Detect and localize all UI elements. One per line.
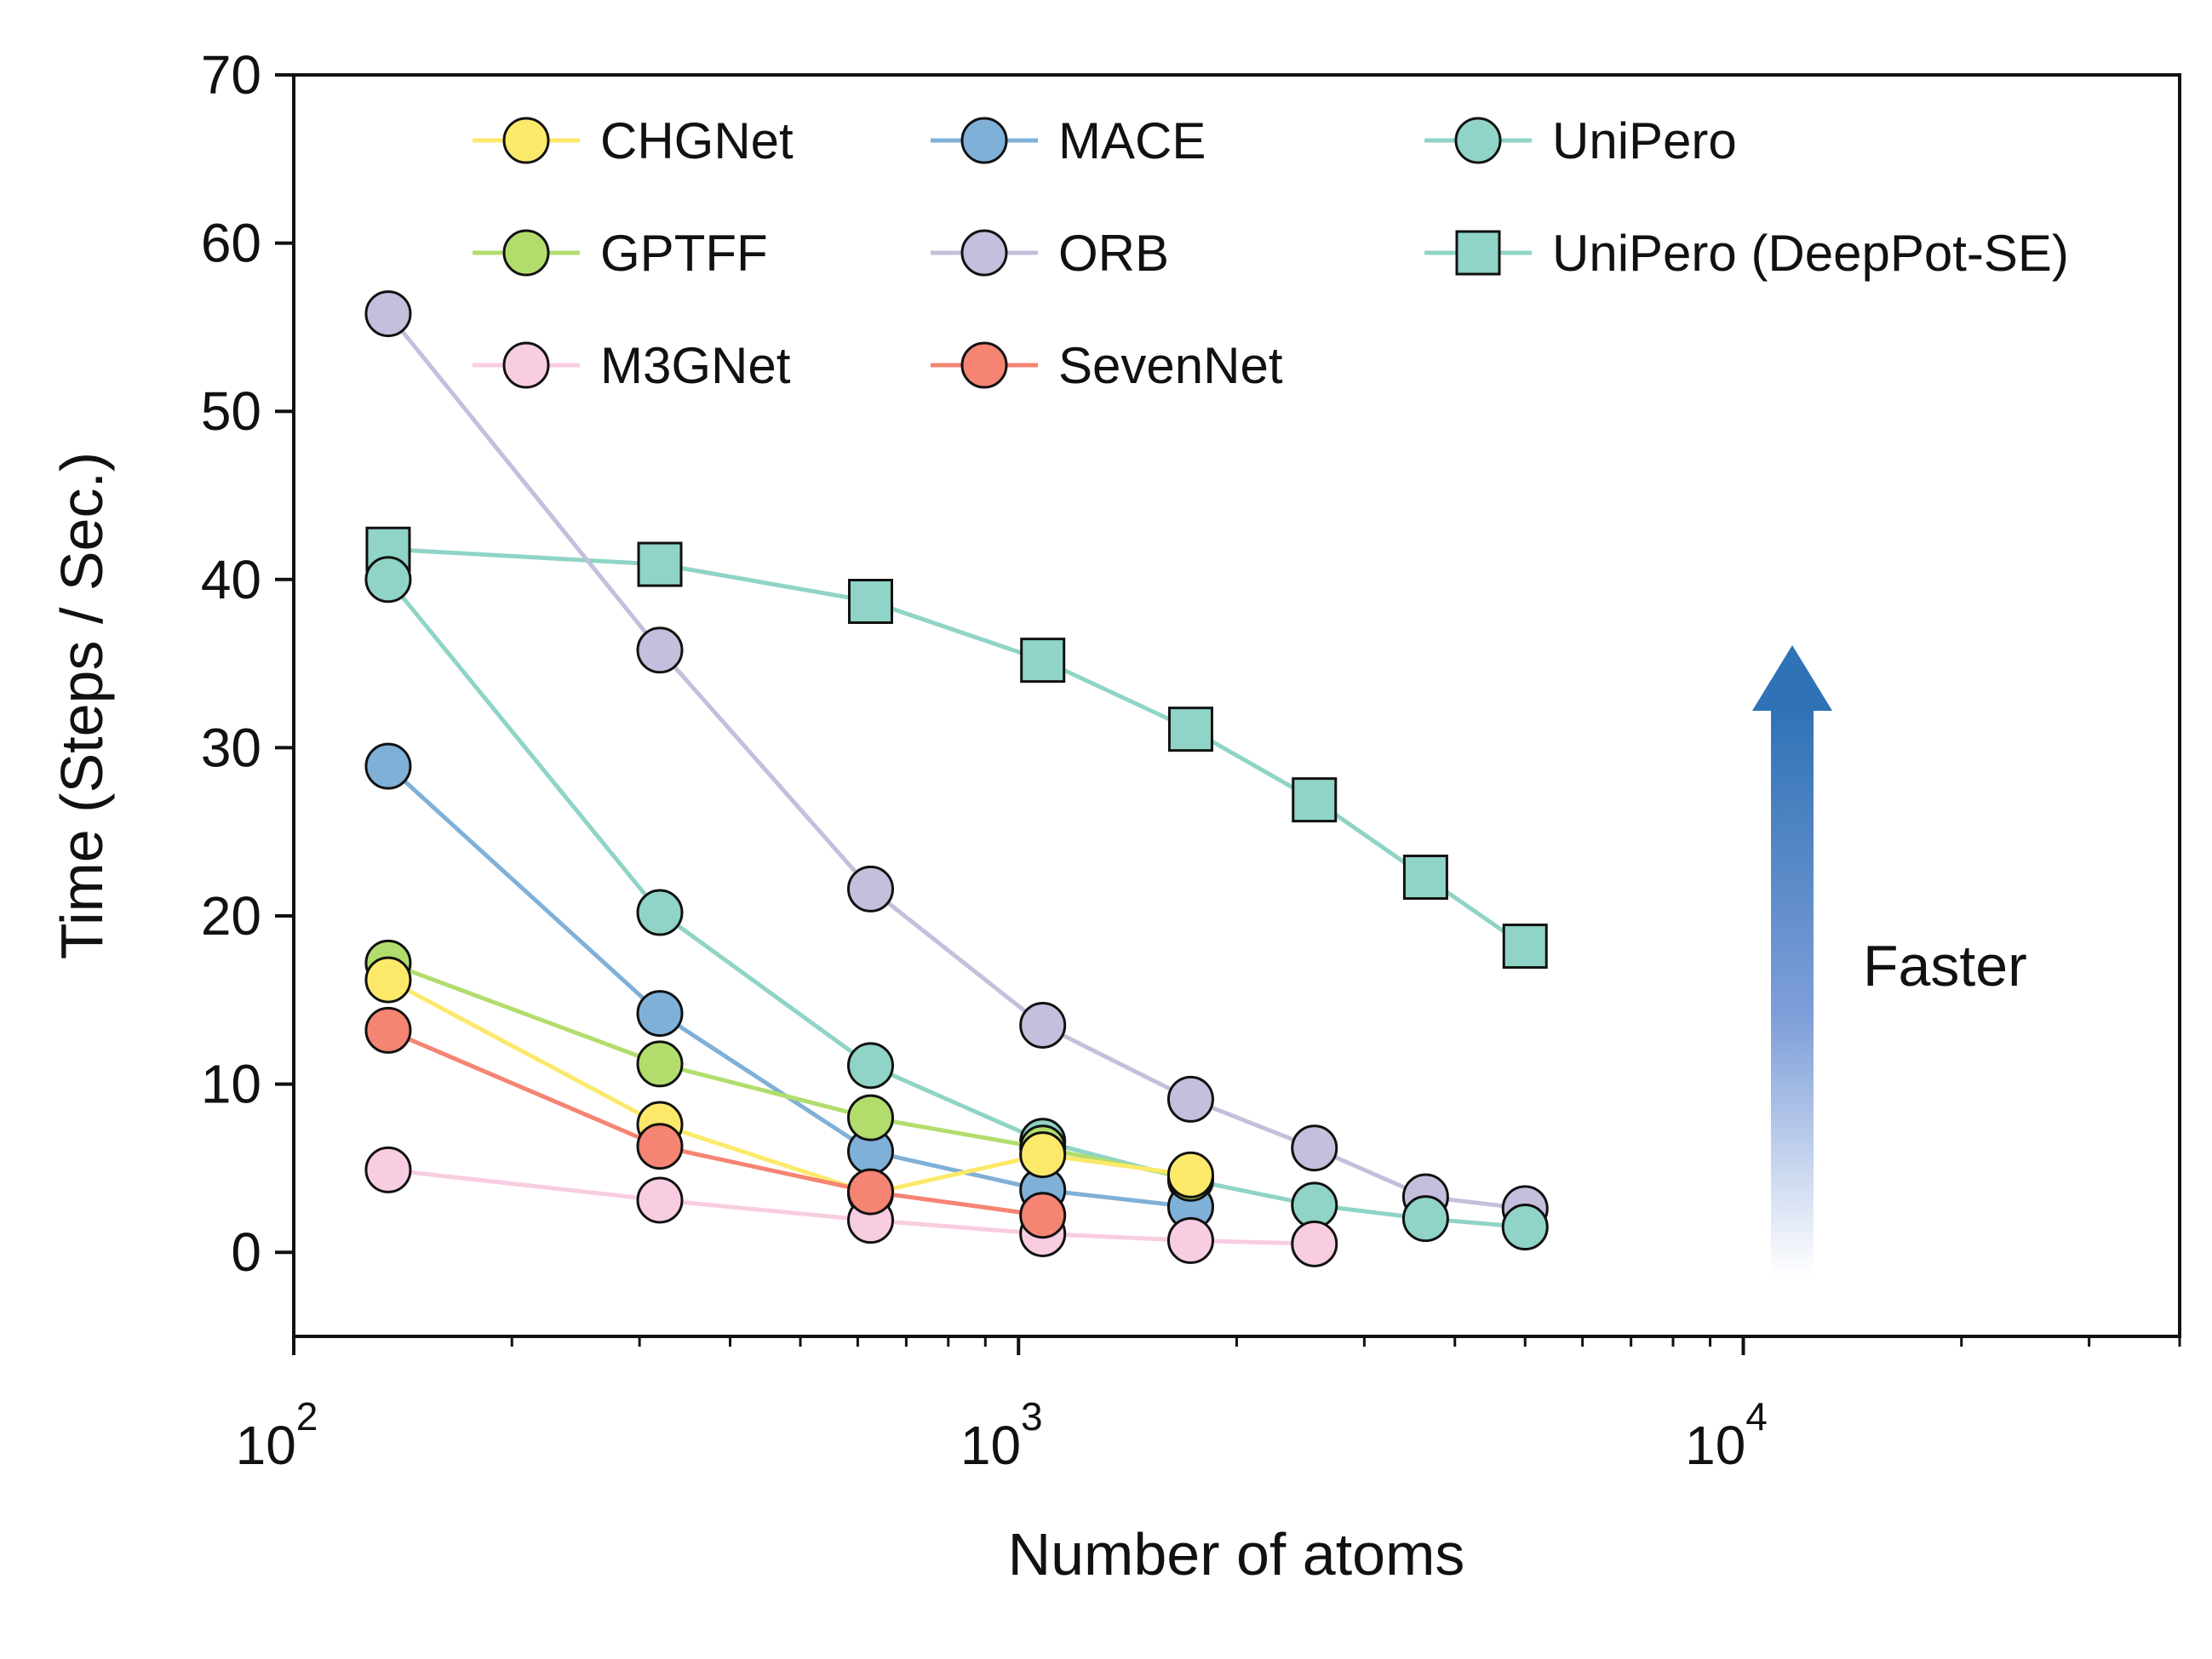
data-point-unipero xyxy=(846,1042,894,1090)
data-point-unipero xyxy=(364,556,412,604)
y-tick-label: 50 xyxy=(201,380,261,442)
legend-label: CHGNet xyxy=(600,112,794,169)
data-point-unipero xyxy=(1401,1195,1449,1243)
legend-item-unipero: UniPero xyxy=(1424,112,1737,169)
data-point-orb xyxy=(1019,1001,1067,1049)
series-line-gptff xyxy=(387,960,1191,1181)
legend-label: MACE xyxy=(1058,112,1206,169)
series-line-chgnet xyxy=(387,977,1191,1196)
series-line-orb xyxy=(387,312,1526,1211)
y-tick-label: 10 xyxy=(201,1054,261,1115)
series-unipero-deeppot-se xyxy=(365,526,1548,970)
y-tick-label: 0 xyxy=(231,1221,261,1283)
data-point-orb xyxy=(1166,1075,1214,1123)
series-line-unipero-deeppot-se xyxy=(387,546,1527,948)
legend-label: SevenNet xyxy=(1058,337,1283,394)
data-point-mace xyxy=(364,742,412,790)
data-point-orb xyxy=(846,865,894,912)
legend-label: ORB xyxy=(1058,225,1169,282)
legend-label: UniPero xyxy=(1552,112,1737,169)
data-point-gptff xyxy=(636,1040,684,1088)
y-tick-label: 20 xyxy=(201,885,261,947)
data-point-chgnet xyxy=(1019,1131,1067,1179)
legend-label: UniPero (DeepPot-SE) xyxy=(1552,225,2069,282)
data-point-chgnet xyxy=(364,956,412,1004)
legend-item-orb: ORB xyxy=(931,225,1169,282)
legend-item-unipero-deeppot-se: UniPero (DeepPot-SE) xyxy=(1424,225,2069,282)
data-point-unipero xyxy=(636,889,684,936)
data-point-m3gnet xyxy=(1166,1216,1214,1264)
legend-item-gptff: GPTFF xyxy=(473,225,768,282)
series-line-unipero xyxy=(387,578,1526,1230)
data-point-unipero xyxy=(1501,1204,1549,1251)
series-sevennet xyxy=(364,1006,1067,1239)
x-tick-label: 104 xyxy=(1685,1394,1768,1476)
series-chgnet xyxy=(364,956,1214,1217)
data-point-chgnet xyxy=(1166,1151,1214,1198)
y-tick-label: 30 xyxy=(201,717,261,778)
faster-annotation: Faster xyxy=(1863,934,2027,998)
data-point-orb xyxy=(636,626,684,674)
y-tick-label: 40 xyxy=(201,549,261,610)
data-point-unipero-deeppot-se xyxy=(1020,638,1066,684)
data-point-m3gnet xyxy=(364,1146,412,1193)
data-point-unipero-deeppot-se xyxy=(847,578,893,624)
series-line-mace xyxy=(387,764,1191,1210)
data-point-unipero-deeppot-se xyxy=(1502,924,1548,970)
legend-item-m3gnet: M3GNet xyxy=(473,337,791,394)
legend-marker xyxy=(960,341,1008,389)
data-point-sevennet xyxy=(1019,1192,1067,1239)
legend: CHGNet MACE UniPero GPTFF ORB UniPero (DeepPo… xyxy=(473,112,2069,394)
legend-marker xyxy=(960,229,1008,277)
data-point-unipero-deeppot-se xyxy=(1402,855,1448,901)
data-point-orb xyxy=(364,290,412,338)
data-point-unipero-deeppot-se xyxy=(637,541,683,587)
series-orb xyxy=(364,290,1549,1233)
legend-item-sevennet: SevenNet xyxy=(931,337,1283,394)
x-tick-label: 102 xyxy=(236,1394,318,1476)
legend-marker xyxy=(502,229,550,277)
y-tick-label: 60 xyxy=(201,213,261,274)
data-point-m3gnet xyxy=(1291,1220,1338,1267)
legend-item-chgnet: CHGNet xyxy=(473,112,794,169)
legend-marker xyxy=(1455,230,1501,276)
faster-arrow xyxy=(1752,645,1832,1277)
legend-item-mace: MACE xyxy=(931,112,1206,169)
data-point-gptff xyxy=(846,1094,894,1141)
x-axis-title: Number of atoms xyxy=(1008,1521,1465,1587)
data-point-sevennet xyxy=(636,1123,684,1170)
series-unipero xyxy=(364,556,1549,1251)
x-tick-label: 103 xyxy=(960,1394,1043,1476)
legend-marker xyxy=(960,117,1008,164)
data-point-sevennet xyxy=(364,1006,412,1054)
legend-marker xyxy=(502,117,550,164)
data-point-m3gnet xyxy=(636,1176,684,1224)
series-line-sevennet xyxy=(387,1028,1044,1218)
data-point-unipero-deeppot-se xyxy=(1167,707,1213,752)
legend-label: M3GNet xyxy=(600,337,791,394)
legend-marker xyxy=(502,341,550,389)
legend-marker xyxy=(1454,117,1502,164)
y-tick-label: 70 xyxy=(201,44,261,106)
data-point-sevennet xyxy=(846,1168,894,1216)
data-point-unipero-deeppot-se xyxy=(1292,777,1338,823)
legend-label: GPTFF xyxy=(600,225,768,282)
y-axis-title: Time (Steps / Sec.) xyxy=(49,452,115,959)
data-point-mace xyxy=(636,990,684,1038)
data-point-orb xyxy=(1291,1124,1338,1172)
